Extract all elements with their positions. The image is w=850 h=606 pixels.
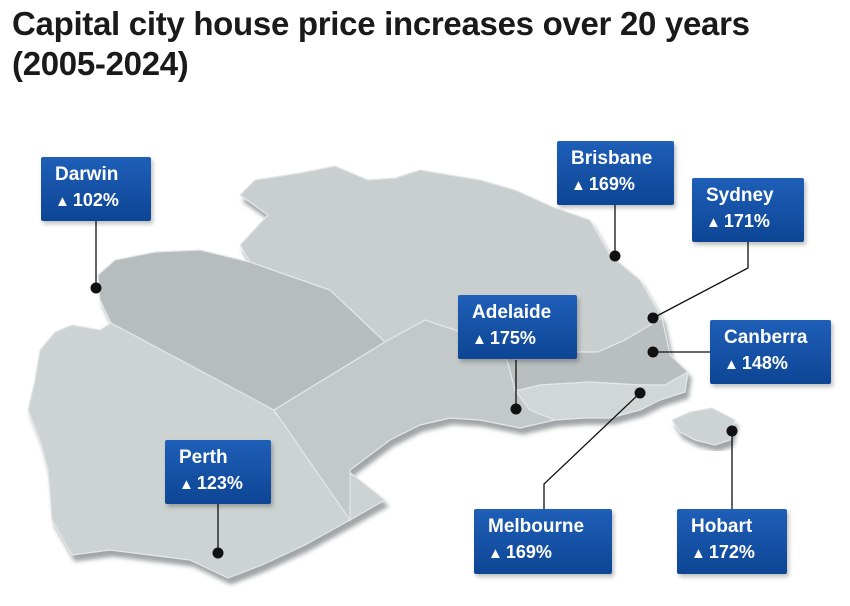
city-change: 148% xyxy=(741,353,788,373)
up-arrow-icon: ▲ xyxy=(571,177,586,194)
city-change: 171% xyxy=(723,211,770,231)
up-arrow-icon: ▲ xyxy=(472,331,487,348)
page-title: Capital city house price increases over … xyxy=(12,5,750,82)
city-label-canberra: Canberra ▲ 148% xyxy=(710,320,831,384)
city-name: Melbourne xyxy=(488,516,585,537)
up-arrow-icon: ▲ xyxy=(179,476,194,493)
hobart-marker xyxy=(726,425,738,437)
city-label-brisbane: Brisbane ▲ 169% xyxy=(557,141,674,205)
city-change: 172% xyxy=(708,542,755,562)
up-arrow-icon: ▲ xyxy=(55,193,70,210)
city-name: Adelaide xyxy=(472,302,552,323)
city-change: 175% xyxy=(489,328,536,348)
city-change: 123% xyxy=(196,473,243,493)
brisbane-marker xyxy=(609,250,621,262)
city-label-darwin: Darwin ▲ 102% xyxy=(41,157,151,221)
melbourne-marker xyxy=(634,387,646,399)
city-name: Canberra xyxy=(724,327,808,348)
perth-marker xyxy=(212,547,224,559)
city-name: Hobart xyxy=(691,516,753,537)
city-name: Perth xyxy=(179,447,228,468)
up-arrow-icon: ▲ xyxy=(724,356,739,373)
city-change: 169% xyxy=(505,542,552,562)
city-name: Brisbane xyxy=(571,148,653,169)
city-name: Darwin xyxy=(55,164,119,185)
region-victoria xyxy=(513,370,689,421)
region-tasmania xyxy=(671,407,736,446)
city-change: 169% xyxy=(588,174,635,194)
adelaide-marker xyxy=(510,403,522,415)
city-change: 102% xyxy=(72,190,119,210)
canberra-marker xyxy=(647,346,659,358)
city-name: Sydney xyxy=(706,185,774,206)
up-arrow-icon: ▲ xyxy=(691,545,706,562)
darwin-marker xyxy=(90,282,102,294)
city-label-hobart: Hobart ▲ 172% xyxy=(677,509,787,574)
up-arrow-icon: ▲ xyxy=(488,545,503,562)
sydney-marker xyxy=(647,312,659,324)
city-label-perth: Perth ▲ 123% xyxy=(165,440,271,504)
leader-lines xyxy=(95,205,749,553)
city-label-sydney: Sydney ▲ 171% xyxy=(692,178,804,242)
city-label-melbourne: Melbourne ▲ 169% xyxy=(474,509,612,574)
city-label-adelaide: Adelaide ▲ 175% xyxy=(458,295,577,359)
up-arrow-icon: ▲ xyxy=(706,214,721,231)
